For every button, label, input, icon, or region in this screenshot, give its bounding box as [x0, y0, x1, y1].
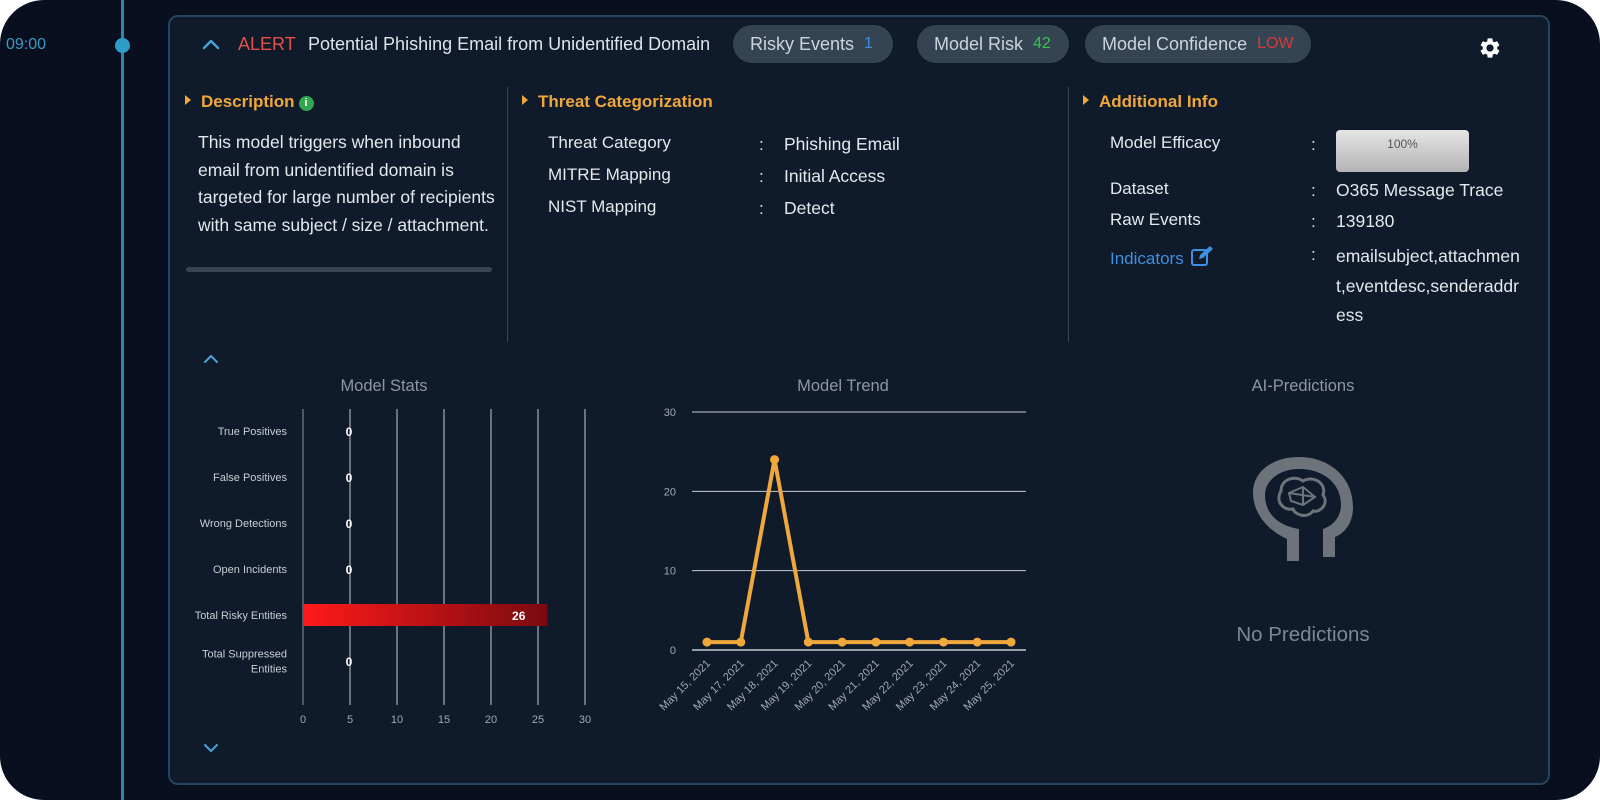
model-confidence-label: Model Confidence [1102, 33, 1248, 54]
raw-events-value: 139180 [1336, 211, 1395, 231]
bar-value-label: 0 [346, 563, 353, 577]
model-trend-title: Model Trend [797, 377, 889, 395]
bar-value-label: 0 [346, 655, 353, 669]
indicators-link[interactable]: Indicators [1110, 249, 1184, 268]
chevron-up-icon[interactable] [202, 350, 220, 368]
colon: : [1311, 212, 1316, 231]
model-risk-badge[interactable]: Model Risk 42 [917, 25, 1069, 63]
description-title[interactable]: Description i [185, 92, 314, 112]
nist-mapping-value: Detect [784, 198, 835, 218]
x-tick-label: 0 [300, 714, 306, 726]
edit-icon[interactable] [1190, 245, 1216, 267]
alert-label: ALERT [238, 34, 296, 54]
alert-card: ALERT Potential Phishing Email from Unid… [168, 15, 1550, 785]
gear-icon[interactable] [1478, 36, 1502, 60]
bar-value-label: 0 [346, 425, 353, 439]
chevron-down-icon[interactable] [202, 739, 220, 757]
raw-events-key: Raw Events [1110, 210, 1201, 229]
data-point[interactable] [837, 637, 847, 647]
colon: : [1311, 181, 1316, 200]
nist-mapping-key: NIST Mapping [548, 197, 657, 216]
series-line [707, 457, 1011, 645]
model-efficacy-bar: 100% [1336, 130, 1469, 172]
risky-events-value: 1 [864, 35, 873, 52]
category-label: Entities [251, 664, 288, 676]
ai-predictions-title: AI-Predictions [1251, 377, 1355, 395]
risky-events-badge[interactable]: Risky Events 1 [733, 25, 893, 63]
data-point[interactable] [972, 637, 982, 647]
colon: : [759, 199, 764, 218]
risky-events-label: Risky Events [750, 33, 855, 54]
model-confidence-badge[interactable]: Model Confidence LOW [1085, 25, 1311, 63]
colon: : [1311, 135, 1316, 154]
y-tick-label: 10 [664, 566, 676, 578]
threat-title-text: Threat Categorization [538, 92, 713, 111]
x-tick-label: 10 [391, 714, 403, 726]
category-label: True Positives [218, 426, 288, 438]
model-confidence-value: LOW [1257, 35, 1294, 52]
info-icon[interactable]: i [298, 96, 314, 111]
timeline-time: 09:00 [6, 36, 47, 53]
description-text: This model triggers when inbound email f… [198, 132, 495, 235]
additional-info-title[interactable]: Additional Info [1083, 92, 1218, 112]
timeline-line [121, 0, 124, 800]
model-efficacy-key: Model Efficacy [1110, 133, 1221, 152]
brain-head-icon [1253, 457, 1353, 561]
section-divider [507, 87, 508, 342]
category-label: Wrong Detections [200, 518, 288, 530]
category-label: Total Suppressed [202, 649, 287, 661]
mitre-mapping-key: MITRE Mapping [548, 165, 671, 184]
timeline-dot[interactable] [115, 38, 130, 53]
data-point[interactable] [736, 637, 746, 647]
dataset-value: O365 Message Trace [1336, 180, 1504, 200]
mitre-mapping-value: Initial Access [784, 166, 886, 186]
dataset-key: Dataset [1110, 179, 1169, 198]
bar-value-label: 26 [512, 609, 526, 623]
threat-category-value: Phishing Email [784, 134, 900, 154]
additional-title-text: Additional Info [1099, 92, 1218, 111]
colon: : [1311, 245, 1316, 264]
bar-value-label: 0 [346, 517, 353, 531]
no-predictions-text: No Predictions [1236, 623, 1370, 646]
indicators-value: emailsubject,attachment,eventdesc,sender… [1336, 246, 1520, 325]
section-divider [1068, 87, 1069, 342]
model-risk-label: Model Risk [934, 33, 1024, 54]
model-stats-chart: 0 5 10 15 20 25 30 True Positives 0 False Positiv… [195, 409, 591, 726]
model-risk-value: 42 [1033, 35, 1051, 52]
x-tick-label: 5 [347, 714, 353, 726]
x-tick-label: 30 [579, 714, 591, 726]
description-scrollbar[interactable] [186, 267, 492, 272]
category-label: Total Risky Entities [195, 610, 288, 622]
chevron-up-icon[interactable] [200, 33, 222, 55]
category-label: False Positives [213, 472, 287, 484]
bar-value-label: 0 [346, 471, 353, 485]
data-point[interactable] [905, 637, 915, 647]
data-point[interactable] [1006, 637, 1016, 647]
y-tick-label: 0 [670, 645, 676, 657]
data-point[interactable] [702, 637, 712, 647]
description-title-text: Description [201, 92, 295, 111]
data-point[interactable] [938, 637, 948, 647]
x-tick-label: 20 [485, 714, 497, 726]
bar[interactable] [303, 604, 548, 626]
threat-categorization-title[interactable]: Threat Categorization [522, 92, 713, 112]
data-point[interactable] [803, 637, 813, 647]
caret-right-icon [1083, 95, 1089, 105]
category-label: Open Incidents [213, 564, 287, 576]
colon: : [759, 167, 764, 186]
threat-category-key: Threat Category [548, 133, 671, 152]
data-point[interactable] [770, 455, 780, 465]
colon: : [759, 135, 764, 154]
caret-right-icon [522, 95, 528, 105]
x-tick-label: 25 [532, 714, 544, 726]
model-stats-title: Model Stats [340, 377, 428, 395]
alert-title: Potential Phishing Email from Unidentifi… [308, 34, 711, 54]
y-tick-label: 20 [664, 486, 676, 498]
data-point[interactable] [871, 637, 881, 647]
y-tick-label: 30 [664, 407, 676, 419]
x-tick-label: 15 [438, 714, 450, 726]
caret-right-icon [185, 95, 191, 105]
